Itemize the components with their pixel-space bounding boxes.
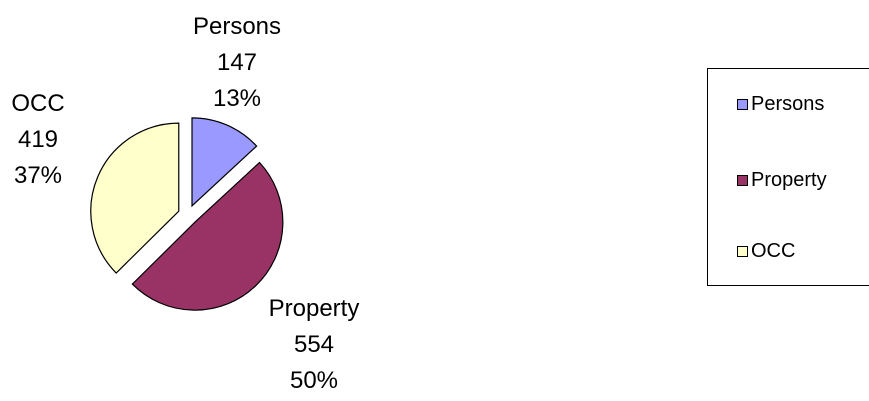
pie-slice-property xyxy=(131,161,284,311)
pie-slice-occ xyxy=(90,122,180,274)
slice-labels: Persons 147 13% Property 554 50% OCC 419 37% xyxy=(11,13,359,394)
data-label-line: 50% xyxy=(290,367,338,394)
legend-label-occ: OCC xyxy=(751,239,796,262)
legend-item-property: Property xyxy=(737,168,827,192)
data-label-persons: Persons 147 13% xyxy=(193,13,281,112)
pie-slices xyxy=(90,117,284,311)
legend-swatch-persons xyxy=(737,98,748,110)
data-label-line: Property xyxy=(269,295,360,322)
data-label-line: 419 xyxy=(18,126,58,153)
legend-item-occ: OCC xyxy=(737,239,795,263)
data-label-line: 554 xyxy=(294,331,334,358)
legend-label-property: Property xyxy=(751,168,827,191)
legend-swatch-property xyxy=(737,174,748,186)
data-label-line: 147 xyxy=(217,49,257,76)
legend-label-persons: Persons xyxy=(751,92,825,115)
data-label-line: Persons xyxy=(193,13,281,40)
legend: Persons Property OCC xyxy=(707,68,869,286)
legend-swatch-occ xyxy=(737,245,748,257)
data-label-occ: OCC 419 37% xyxy=(11,90,64,189)
pie-slice-persons xyxy=(191,117,258,208)
legend-item-persons: Persons xyxy=(737,92,824,116)
data-label-line: 37% xyxy=(14,162,62,189)
data-label-line: OCC xyxy=(11,90,64,117)
data-label-property: Property 554 50% xyxy=(269,295,360,394)
data-label-line: 13% xyxy=(213,85,261,112)
